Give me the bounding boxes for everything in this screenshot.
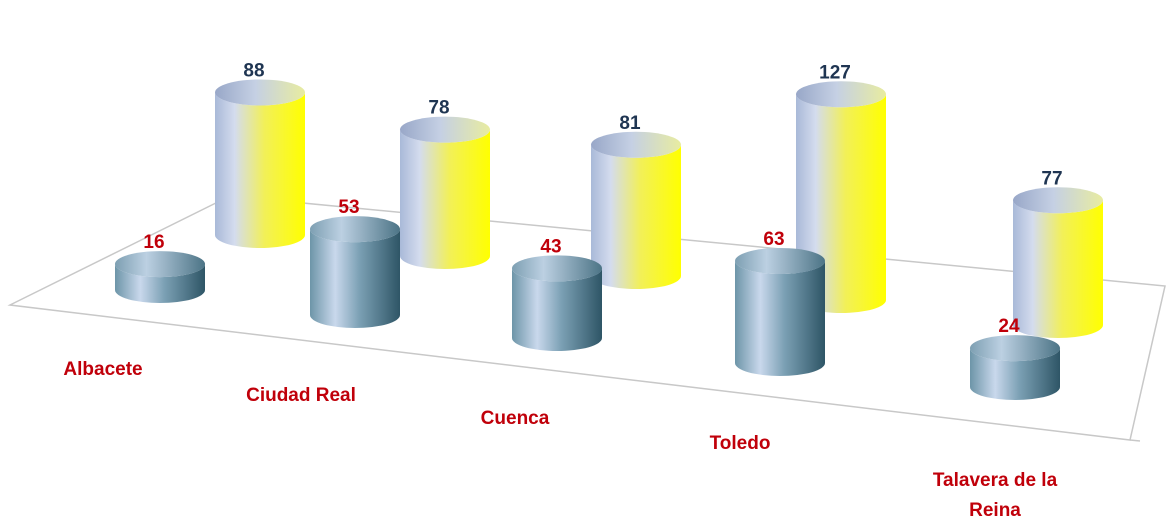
cylinder-body [400, 129, 490, 269]
cylinder-top [310, 216, 400, 243]
cylinder-body [310, 229, 400, 328]
cylinder-body [591, 144, 681, 289]
category-label: Toledo [710, 433, 771, 454]
bar-yellow-2 [591, 131, 681, 289]
cylinder-top [591, 131, 681, 158]
data-label: 63 [763, 229, 784, 250]
cylinder-top [1013, 187, 1103, 214]
cylinder-body [1013, 200, 1103, 338]
chart-floor [7, 195, 1166, 442]
data-label: 78 [428, 98, 449, 119]
cylinder-top [115, 251, 205, 278]
bar-blue-1 [310, 216, 400, 328]
cylinder-top [796, 81, 886, 108]
category-axis: Albacete Ciudad Real Cuenca Toledo Talavera … [63, 359, 1057, 521]
data-label: 88 [243, 60, 264, 81]
category-label: Talavera de la Reina [933, 470, 1058, 521]
data-label: 16 [143, 232, 164, 253]
bar-yellow-0 [215, 79, 305, 248]
cylinder-body [115, 264, 205, 303]
bar-blue-3 [735, 247, 825, 376]
floor-tick [1129, 439, 1141, 442]
bar-blue-0 [115, 251, 205, 303]
cylinder-top [512, 255, 602, 282]
bar-yellow-4 [1013, 187, 1103, 338]
data-label: 77 [1041, 168, 1062, 189]
data-labels: 88 78 81 127 77 16 53 43 63 24 [143, 60, 1062, 337]
cylinder-body [512, 268, 602, 351]
category-label: Albacete [63, 359, 142, 380]
category-label: Ciudad Real [246, 385, 356, 406]
data-label: 24 [998, 316, 1020, 337]
cylinder-body [970, 348, 1060, 400]
bar-yellow-1 [400, 116, 490, 269]
cylinder-top [735, 247, 825, 274]
bar-blue-2 [512, 255, 602, 351]
cylinder-top [400, 116, 490, 143]
bar-blue-4 [970, 335, 1060, 400]
cylinder-body [735, 260, 825, 376]
plot-area [115, 79, 1103, 400]
data-label: 43 [540, 236, 561, 257]
cylinder-top [215, 79, 305, 106]
data-label: 53 [338, 197, 359, 218]
floor-outline [7, 195, 1166, 441]
cylinder-top [970, 335, 1060, 362]
data-label: 81 [619, 113, 641, 134]
cylinder-body [215, 92, 305, 248]
data-label: 127 [819, 62, 851, 83]
category-label: Cuenca [481, 408, 550, 429]
